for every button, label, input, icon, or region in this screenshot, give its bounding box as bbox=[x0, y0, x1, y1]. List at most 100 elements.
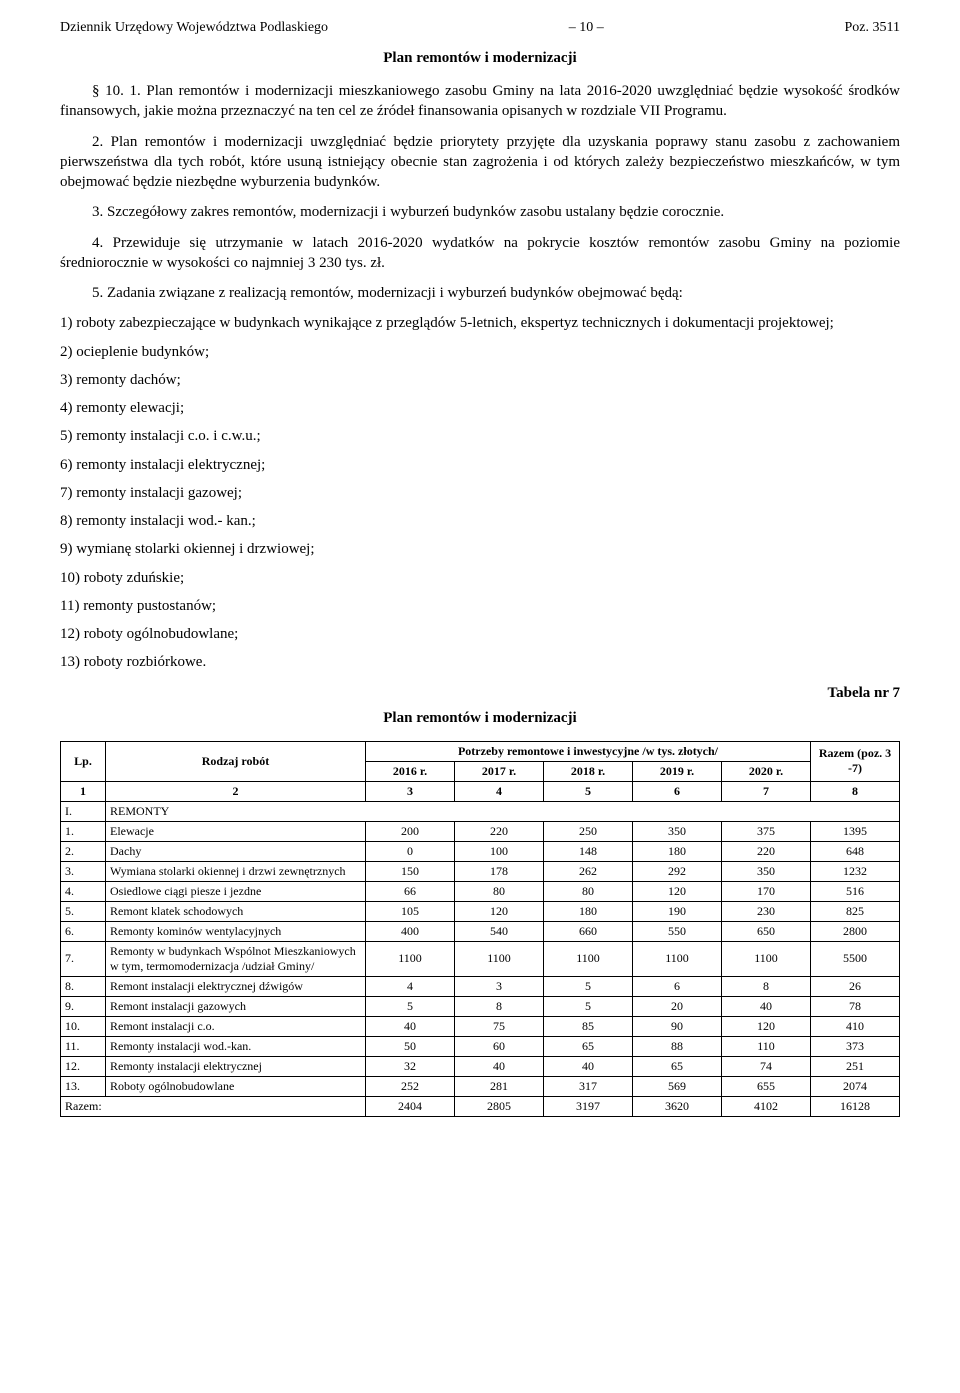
cell-value: 78 bbox=[811, 996, 900, 1016]
cell-value: 1100 bbox=[544, 941, 633, 976]
cell-value: 180 bbox=[633, 841, 722, 861]
table-row: 2.Dachy0100148180220648 bbox=[61, 841, 900, 861]
list-item-4: 4) remonty elewacji; bbox=[60, 398, 900, 418]
cell-value: 400 bbox=[366, 921, 455, 941]
cell-value: 150 bbox=[366, 861, 455, 881]
total-label: Razem: bbox=[61, 1096, 366, 1116]
list-item-13: 13) roboty rozbiórkowe. bbox=[60, 652, 900, 672]
table-title: Plan remontów i modernizacji bbox=[60, 710, 900, 727]
cell-value: 40 bbox=[455, 1056, 544, 1076]
table-number-label: Tabela nr 7 bbox=[60, 685, 900, 702]
cell-value: 1100 bbox=[722, 941, 811, 976]
cell-label: Elewacje bbox=[106, 821, 366, 841]
cell-label: Remont instalacji c.o. bbox=[106, 1016, 366, 1036]
cell-value: 1395 bbox=[811, 821, 900, 841]
cell-value: 5 bbox=[544, 996, 633, 1016]
cell-value: 180 bbox=[544, 901, 633, 921]
col-header-2017: 2017 r. bbox=[455, 761, 544, 781]
cell-value: 4 bbox=[366, 976, 455, 996]
total-value: 2805 bbox=[455, 1096, 544, 1116]
cell-label: Roboty ogólnobudowlane bbox=[106, 1076, 366, 1096]
cell-label: Remonty instalacji elektrycznej bbox=[106, 1056, 366, 1076]
cell-value: 66 bbox=[366, 881, 455, 901]
cell-value: 80 bbox=[544, 881, 633, 901]
cell-value: 5500 bbox=[811, 941, 900, 976]
table-row: 13.Roboty ogólnobudowlane252281317569655… bbox=[61, 1076, 900, 1096]
cell-value: 410 bbox=[811, 1016, 900, 1036]
cell-value: 5 bbox=[366, 996, 455, 1016]
cell-value: 1100 bbox=[633, 941, 722, 976]
cell-value: 317 bbox=[544, 1076, 633, 1096]
table-section-row: I. REMONTY bbox=[61, 801, 900, 821]
list-item-5: 5) remonty instalacji c.o. i c.w.u.; bbox=[60, 426, 900, 446]
cell-value: 252 bbox=[366, 1076, 455, 1096]
list-item-7: 7) remonty instalacji gazowej; bbox=[60, 483, 900, 503]
col-header-rodzaj: Rodzaj robót bbox=[106, 741, 366, 781]
cell-value: 2074 bbox=[811, 1076, 900, 1096]
cell-value: 85 bbox=[544, 1016, 633, 1036]
cell-value: 60 bbox=[455, 1036, 544, 1056]
cell-value: 110 bbox=[722, 1036, 811, 1056]
section-label: REMONTY bbox=[106, 801, 900, 821]
list-item-2: 2) ocieplenie budynków; bbox=[60, 342, 900, 362]
section-lp: I. bbox=[61, 801, 106, 821]
cell-label: Remont klatek schodowych bbox=[106, 901, 366, 921]
col-header-2018: 2018 r. bbox=[544, 761, 633, 781]
cell-value: 170 bbox=[722, 881, 811, 901]
table-row: 8.Remont instalacji elektrycznej dźwigów… bbox=[61, 976, 900, 996]
cell-value: 220 bbox=[455, 821, 544, 841]
cell-lp: 3. bbox=[61, 861, 106, 881]
col-header-razem: Razem (poz. 3 -7) bbox=[811, 741, 900, 781]
cell-value: 350 bbox=[722, 861, 811, 881]
col-num-1: 1 bbox=[61, 781, 106, 801]
cell-value: 2800 bbox=[811, 921, 900, 941]
total-value: 16128 bbox=[811, 1096, 900, 1116]
table-row: 9.Remont instalacji gazowych585204078 bbox=[61, 996, 900, 1016]
cell-label: Wymiana stolarki okiennej i drzwi zewnęt… bbox=[106, 861, 366, 881]
cell-lp: 5. bbox=[61, 901, 106, 921]
col-header-2020: 2020 r. bbox=[722, 761, 811, 781]
cell-value: 550 bbox=[633, 921, 722, 941]
cell-label: Osiedlowe ciągi piesze i jezdne bbox=[106, 881, 366, 901]
col-num-5: 5 bbox=[544, 781, 633, 801]
cell-value: 1232 bbox=[811, 861, 900, 881]
cell-value: 1100 bbox=[366, 941, 455, 976]
header-center: – 10 – bbox=[569, 20, 604, 36]
col-num-7: 7 bbox=[722, 781, 811, 801]
cell-value: 5 bbox=[544, 976, 633, 996]
cell-value: 148 bbox=[544, 841, 633, 861]
col-num-3: 3 bbox=[366, 781, 455, 801]
cell-value: 250 bbox=[544, 821, 633, 841]
table-row: 1.Elewacje2002202503503751395 bbox=[61, 821, 900, 841]
cell-value: 6 bbox=[633, 976, 722, 996]
cell-value: 292 bbox=[633, 861, 722, 881]
cell-label: Dachy bbox=[106, 841, 366, 861]
cell-value: 3 bbox=[455, 976, 544, 996]
cell-value: 516 bbox=[811, 881, 900, 901]
cell-value: 8 bbox=[455, 996, 544, 1016]
cell-value: 105 bbox=[366, 901, 455, 921]
paragraph-4: 4. Przewiduje się utrzymanie w latach 20… bbox=[60, 233, 900, 274]
cell-value: 40 bbox=[722, 996, 811, 1016]
cell-value: 220 bbox=[722, 841, 811, 861]
cell-label: Remont instalacji elektrycznej dźwigów bbox=[106, 976, 366, 996]
cell-value: 373 bbox=[811, 1036, 900, 1056]
list-item-6: 6) remonty instalacji elektrycznej; bbox=[60, 455, 900, 475]
table-row: 4.Osiedlowe ciągi piesze i jezdne6680801… bbox=[61, 881, 900, 901]
col-num-2: 2 bbox=[106, 781, 366, 801]
list-item-3: 3) remonty dachów; bbox=[60, 370, 900, 390]
col-num-8: 8 bbox=[811, 781, 900, 801]
cell-value: 20 bbox=[633, 996, 722, 1016]
list-item-10: 10) roboty zduńskie; bbox=[60, 568, 900, 588]
cell-value: 80 bbox=[455, 881, 544, 901]
cell-lp: 8. bbox=[61, 976, 106, 996]
col-header-potrzeby: Potrzeby remontowe i inwestycyjne /w tys… bbox=[366, 741, 811, 761]
cell-value: 1100 bbox=[455, 941, 544, 976]
cell-value: 262 bbox=[544, 861, 633, 881]
list-item-11: 11) remonty pustostanów; bbox=[60, 596, 900, 616]
total-value: 3620 bbox=[633, 1096, 722, 1116]
section-title: Plan remontów i modernizacji bbox=[60, 50, 900, 67]
header-right: Poz. 3511 bbox=[845, 20, 900, 36]
cell-value: 75 bbox=[455, 1016, 544, 1036]
table-row: 7.Remonty w budynkach Wspólnot Mieszkani… bbox=[61, 941, 900, 976]
